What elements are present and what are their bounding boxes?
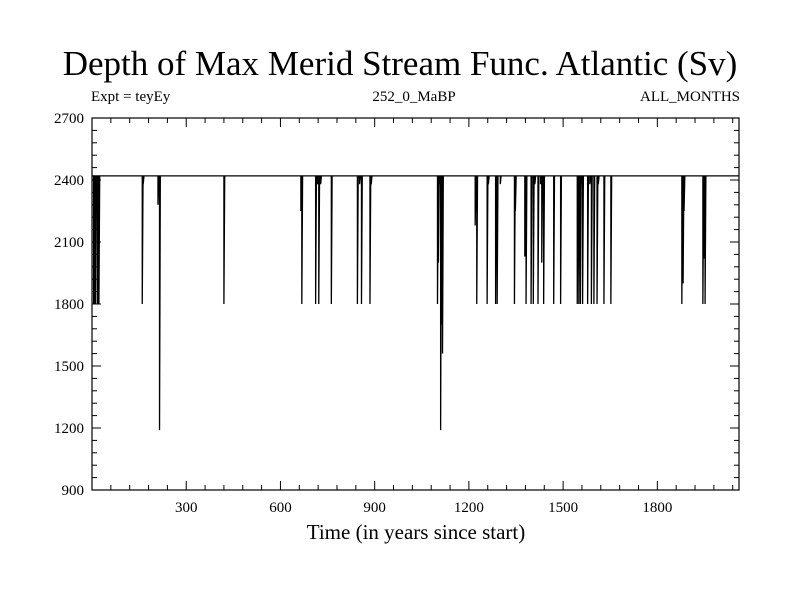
x-tick-label: 600 <box>269 500 292 516</box>
y-tick-label: 2400 <box>54 173 84 189</box>
x-tick-label: 1500 <box>548 500 578 516</box>
plot-frame <box>91 117 740 491</box>
y-tick-label: 1800 <box>54 297 84 313</box>
subtitle-left: Expt = teyEy <box>91 89 171 105</box>
x-tick-label: 900 <box>363 500 386 516</box>
y-tick-label: 900 <box>62 483 85 499</box>
y-tick-label: 2700 <box>54 111 84 127</box>
y-tick-label: 1200 <box>54 421 84 437</box>
subtitle-right: ALL_MONTHS <box>640 89 740 105</box>
subtitle-center: 252_0_MaBP <box>372 89 456 105</box>
y-tick-label: 2100 <box>54 235 84 251</box>
chart-title: Depth of Max Merid Stream Func. Atlantic… <box>62 44 738 83</box>
axis-tick-labels: 300 600 900 1200 1500 1800 900 1200 1500 1800 2100… <box>54 111 672 516</box>
x-tick-label: 1800 <box>642 500 672 516</box>
x-tick-label: 300 <box>175 500 198 516</box>
axis-ticks <box>92 117 739 491</box>
x-tick-label: 1200 <box>454 500 484 516</box>
x-axis-label: Time (in years since start) <box>306 520 526 544</box>
y-tick-label: 1500 <box>54 359 84 375</box>
series-line <box>92 175 739 431</box>
